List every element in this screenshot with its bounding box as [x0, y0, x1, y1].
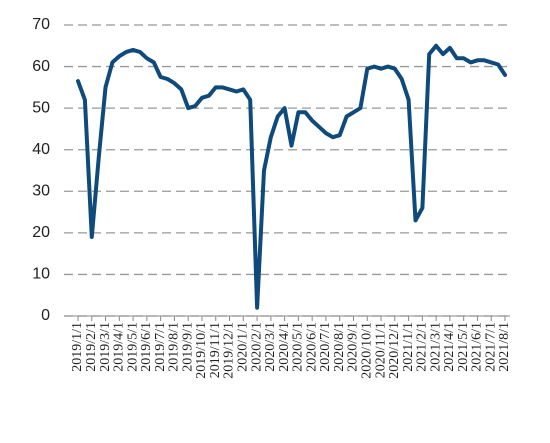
- y-tick-label: 60: [32, 58, 50, 75]
- x-tick-label: 2021/5/1: [456, 322, 471, 372]
- x-tick-label: 2019/5/1: [125, 322, 140, 372]
- x-tick-label: 2019/1/1: [70, 322, 85, 372]
- series-line: [76, 43, 507, 310]
- x-tick-label: 2020/1/1: [236, 322, 251, 372]
- y-tick-label: 30: [32, 183, 50, 200]
- x-tick-label: 2019/6/1: [139, 322, 154, 372]
- y-tick-label: 10: [32, 266, 50, 283]
- x-tick-label: 2021/2/1: [415, 322, 430, 372]
- x-tick-label: 2021/6/1: [470, 322, 485, 372]
- x-tick-label: 2019/7/1: [153, 322, 168, 372]
- y-tick-label: 50: [32, 99, 50, 116]
- x-tick-label: 2020/4/1: [277, 322, 292, 372]
- y-tick-label: 20: [32, 224, 50, 241]
- x-tick-label: 2021/1/1: [401, 322, 416, 372]
- y-tick-label: 0: [41, 307, 50, 324]
- x-tick-label: 2019/2/1: [84, 322, 99, 372]
- x-tick-label: 2020/7/1: [318, 322, 333, 372]
- x-tick-label: 2019/10/1: [194, 322, 209, 379]
- x-tick-label: 2019/8/1: [167, 322, 182, 372]
- x-tick-label: 2020/12/1: [387, 322, 402, 379]
- x-tick-label: 2021/4/1: [442, 322, 457, 372]
- x-tick-label: 2020/6/1: [304, 322, 319, 372]
- x-tick-label: 2019/11/1: [208, 322, 223, 378]
- y-tick-label: 70: [32, 16, 50, 33]
- x-tick-label: 2020/2/1: [249, 322, 264, 372]
- x-tick-label: 2019/3/1: [98, 322, 113, 372]
- x-tick-label: 2019/12/1: [222, 322, 237, 379]
- x-tick-label: 2020/5/1: [291, 322, 306, 372]
- y-tick-label: 40: [32, 141, 50, 158]
- x-tick-label: 2020/3/1: [263, 322, 278, 372]
- x-tick-label: 2021/7/1: [483, 322, 498, 372]
- x-tick-label: 2020/11/1: [373, 322, 388, 378]
- x-tick-label: 2021/3/1: [428, 322, 443, 372]
- x-tick-label: 2020/10/1: [359, 322, 374, 379]
- x-tick-label: 2020/8/1: [332, 322, 347, 372]
- x-tick-label: 2021/8/1: [497, 322, 512, 372]
- x-tick-label: 2020/9/1: [346, 322, 361, 372]
- x-tick-label: 2019/4/1: [112, 322, 127, 372]
- x-tick-label: 2019/9/1: [180, 322, 195, 372]
